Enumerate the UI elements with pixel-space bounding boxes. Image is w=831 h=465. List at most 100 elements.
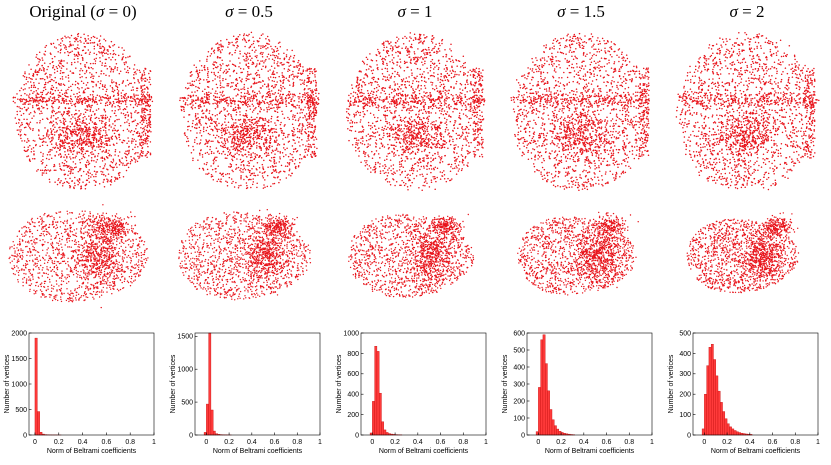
histogram-panel: 0 0.2 0.4 0.6 0.8 1 0 500 1000 1500 2000 Norm of Be…	[4, 330, 156, 455]
histogram-bar	[713, 359, 716, 436]
flattened-panel	[348, 213, 475, 298]
flattened-panel	[178, 209, 312, 301]
y-tick-label: 200	[513, 398, 525, 405]
histogram-bar	[34, 337, 38, 436]
histogram-bar	[701, 428, 705, 436]
histogram-bar	[717, 390, 721, 436]
x-tick-label: 0.4	[579, 439, 589, 446]
y-tick-label: 800	[347, 351, 359, 358]
x-tick-label: 0	[536, 439, 540, 446]
y-tick-label: 1000	[11, 381, 27, 388]
y-tick-label: 100	[513, 415, 525, 422]
histogram-bar	[560, 432, 564, 436]
face-3d-panel	[179, 31, 320, 190]
y-axis-label: Number of vertices	[336, 354, 343, 413]
histogram-bar	[556, 428, 560, 436]
y-axis-label: Number of vertices	[502, 354, 509, 413]
x-tick-label: 0.8	[624, 439, 634, 446]
title-suffix: = 2	[738, 2, 764, 21]
y-tick-label: 0	[521, 432, 525, 439]
x-tick-label: 0	[204, 439, 208, 446]
x-tick-label: 0.4	[745, 439, 755, 446]
histogram-bar	[206, 403, 209, 436]
y-tick-label: 1000	[343, 330, 359, 337]
y-tick-label: 400	[347, 392, 359, 399]
histogram-bar	[369, 432, 373, 436]
histogram-bar	[385, 432, 389, 436]
histogram-bar	[733, 430, 737, 436]
histogram-bar	[542, 334, 546, 436]
histogram-bar	[735, 431, 739, 436]
x-tick-label: 0	[33, 439, 37, 446]
y-axis-label: Number of vertices	[4, 354, 11, 413]
histogram-bar	[378, 392, 382, 436]
title-suffix: = 1.5	[566, 2, 605, 21]
y-tick-label: 200	[679, 392, 691, 399]
histogram-panel: 0 0.2 0.4 0.6 0.8 1 0 500 1000 1500 Norm of Beltra…	[170, 332, 322, 455]
histogram-bar	[706, 365, 710, 436]
histogram-bar	[554, 425, 557, 436]
histogram-bar	[37, 411, 40, 436]
y-tick-label: 0	[23, 432, 27, 439]
y-tick-label: 300	[679, 371, 691, 378]
histogram-bar	[722, 411, 726, 436]
y-tick-label: 500	[15, 407, 27, 414]
sigma-symbol: σ	[225, 2, 233, 21]
x-tick-label: 0.2	[224, 439, 234, 446]
x-axis-label: Norm of Beltrami coefficients	[47, 448, 137, 455]
histogram-bar	[376, 351, 380, 436]
x-tick-label: 0.8	[292, 439, 302, 446]
histogram-bar	[710, 344, 714, 436]
histogram-panel: 0 0.2 0.4 0.6 0.8 1 0 100 200 300 400 500 Norm of Be…	[668, 330, 820, 455]
y-tick-label: 500	[181, 399, 193, 406]
title-suffix: = 0.5	[234, 2, 273, 21]
face-3d-panel	[675, 31, 820, 191]
y-tick-label: 1500	[11, 356, 27, 363]
x-tick-label: 0	[370, 439, 374, 446]
flattened-panel	[8, 204, 149, 309]
histogram-panel: 0 0.2 0.4 0.6 0.8 1 0 200 400 600 800 1000 Norm of B…	[336, 330, 488, 455]
y-tick-label: 300	[513, 381, 525, 388]
y-axis-label: Number of vertices	[170, 354, 177, 413]
x-tick-label: 0.4	[413, 439, 423, 446]
y-tick-label: 500	[679, 330, 691, 337]
face-3d-panel	[12, 32, 154, 190]
histogram-bar	[381, 421, 384, 436]
y-tick-label: 0	[355, 432, 359, 439]
y-tick-label: 1500	[177, 334, 193, 341]
histogram-bar	[724, 418, 728, 436]
histogram-bar	[547, 390, 550, 436]
plot-frame	[28, 332, 155, 436]
sigma-symbol: σ	[557, 2, 565, 21]
title-suffix: = 0)	[104, 2, 137, 21]
y-tick-label: 0	[687, 432, 691, 439]
y-tick-label: 500	[513, 347, 525, 354]
sigma-symbol: σ	[398, 2, 406, 21]
plot-frame	[194, 332, 321, 436]
y-tick-label: 2000	[11, 330, 27, 337]
histogram-bar	[708, 347, 712, 436]
x-tick-label: 1	[650, 439, 654, 446]
title-suffix: = 1	[406, 2, 432, 21]
column-title-1: σ = 0.5	[166, 2, 332, 28]
histogram-bar	[203, 432, 207, 436]
histogram-bar	[208, 332, 212, 436]
x-tick-label: 0.8	[790, 439, 800, 446]
column-title-2: σ = 1	[332, 2, 498, 28]
x-axis-label: Norm of Beltrami coefficients	[545, 448, 635, 455]
histogram-bar	[39, 431, 43, 436]
x-tick-label: 0.4	[78, 439, 88, 446]
x-tick-label: 0.4	[247, 439, 257, 446]
y-tick-label: 100	[679, 412, 691, 419]
histogram-bar	[731, 428, 735, 436]
flattened-point-cloud-row	[8, 204, 800, 309]
histogram-bar	[551, 419, 555, 436]
x-tick-label: 0.8	[458, 439, 468, 446]
column-title-4: σ = 2	[664, 2, 830, 28]
histogram-bar	[715, 375, 719, 436]
histogram-bar	[729, 426, 732, 436]
histogram-bar	[212, 430, 216, 436]
histogram-bar	[374, 346, 378, 436]
face-3d-panel	[510, 32, 650, 192]
